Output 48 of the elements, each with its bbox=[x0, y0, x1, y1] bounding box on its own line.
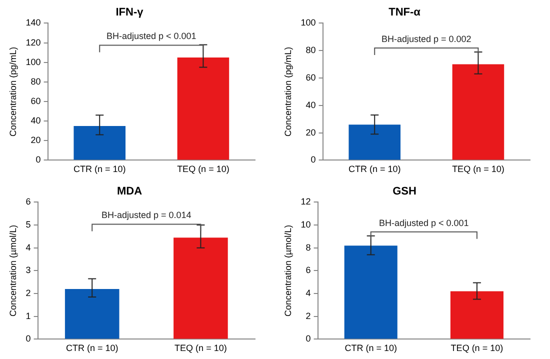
y-tick-label: 5 bbox=[26, 220, 31, 230]
annotation: BH-adjusted p = 0.002 bbox=[382, 34, 472, 44]
annotation: BH-adjusted p = 0.014 bbox=[101, 210, 192, 220]
y-tick-label: 3 bbox=[26, 265, 31, 276]
x-tick-label: CTR (n = 10) bbox=[348, 164, 401, 174]
y-axis-title: Concentration (µmol/L) bbox=[282, 224, 293, 317]
x-tick-label: TEQ (n = 10) bbox=[177, 164, 230, 174]
y-tick-label: 0 bbox=[36, 154, 41, 165]
y-tick-label: 8 bbox=[306, 242, 311, 252]
annotation: BH-adjusted p < 0.001 bbox=[379, 218, 469, 228]
y-tick-label: 6 bbox=[26, 196, 31, 207]
x-tick-label: TEQ (n = 10) bbox=[452, 164, 504, 174]
y-tick-label: 40 bbox=[306, 100, 316, 110]
y-tick-label: 0 bbox=[26, 334, 31, 344]
x-tick-label: TEQ (n = 10) bbox=[450, 343, 504, 354]
y-tick-label: 20 bbox=[30, 135, 41, 146]
y-tick-label: 20 bbox=[306, 127, 316, 138]
x-tick-label: CTR (n = 10) bbox=[344, 343, 397, 354]
y-axis-title: Concentration (pg/mL) bbox=[8, 46, 18, 136]
y-tick-label: 12 bbox=[300, 196, 311, 207]
y-tick-label: 4 bbox=[26, 242, 31, 252]
chart-title: TNF-α bbox=[388, 6, 421, 19]
y-tick-label: 0 bbox=[306, 334, 311, 344]
chart-title: GSH bbox=[392, 186, 416, 198]
annotation: BH-adjusted p < 0.001 bbox=[106, 31, 196, 42]
y-tick-label: 120 bbox=[26, 37, 41, 48]
x-tick-label: TEQ (n = 10) bbox=[174, 343, 227, 354]
y-tick-label: 140 bbox=[26, 18, 41, 28]
y-tick-label: 60 bbox=[306, 72, 316, 82]
y-tick-label: 60 bbox=[30, 96, 41, 106]
y-tick-label: 40 bbox=[30, 116, 41, 126]
y-tick-label: 1 bbox=[26, 310, 31, 321]
y-tick-label: 4 bbox=[306, 288, 311, 298]
y-tick-label: 80 bbox=[306, 45, 316, 56]
x-tick-label: CTR (n = 10) bbox=[66, 343, 118, 354]
chart-title: MDA bbox=[116, 186, 142, 198]
y-axis-title: Concentration (pg/mL) bbox=[282, 46, 293, 136]
y-tick-label: 100 bbox=[300, 18, 316, 28]
y-tick-label: 100 bbox=[26, 56, 41, 67]
y-tick-label: 10 bbox=[300, 220, 311, 230]
y-tick-label: 0 bbox=[310, 154, 316, 165]
y-tick-label: 80 bbox=[30, 76, 41, 86]
y-tick-label: 6 bbox=[306, 265, 311, 276]
x-tick-label: CTR (n = 10) bbox=[73, 164, 126, 174]
y-axis-title: Concentration (µmol/L) bbox=[8, 224, 18, 317]
y-tick-label: 2 bbox=[26, 288, 31, 298]
chart-title: IFN-γ bbox=[116, 6, 144, 19]
y-tick-label: 2 bbox=[306, 310, 311, 321]
